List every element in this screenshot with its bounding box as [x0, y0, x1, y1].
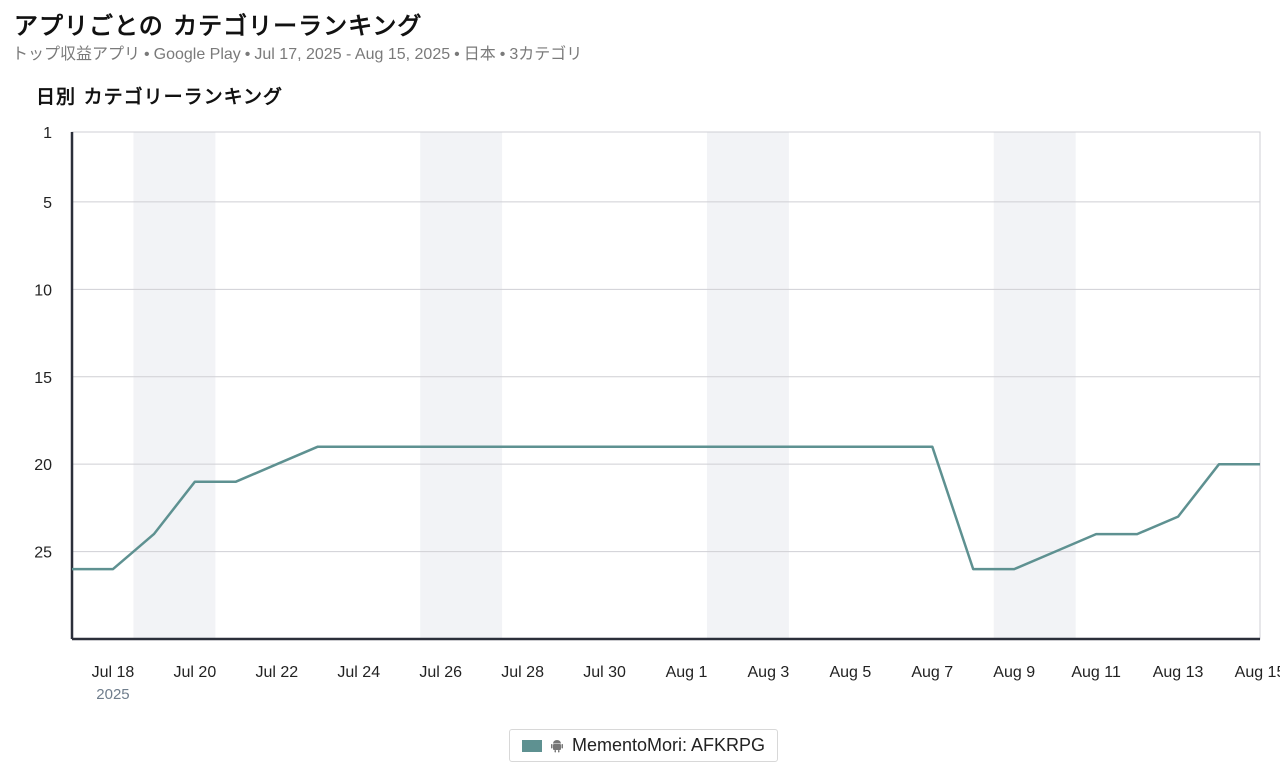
series-line: [72, 445, 1260, 571]
x-year-label: 2025: [96, 686, 129, 703]
y-tick-label: 15: [34, 370, 52, 387]
x-tick-label: Aug 13: [1153, 664, 1204, 681]
android-icon: [551, 739, 563, 752]
y-tick-label: 1: [43, 125, 52, 142]
subtitle-category-count: 3カテゴリ: [509, 46, 583, 63]
chart-title: 日別 カテゴリーランキング: [36, 86, 284, 108]
y-tick-label: 10: [34, 282, 52, 299]
page-subtitle: トップ収益アプリ • Google Play • Jul 17, 2025 - Aug …: [12, 46, 583, 63]
subtitle-store: Google Play: [153, 46, 241, 63]
y-tick-label: 25: [34, 545, 52, 562]
x-tick-label: Aug 5: [829, 664, 871, 681]
legend-swatch: [522, 739, 542, 752]
x-tick-label: Aug 7: [911, 664, 953, 681]
x-tick-label: Jul 18: [92, 664, 135, 681]
x-tick-label: Jul 20: [174, 664, 217, 681]
weekend-band: [706, 132, 789, 639]
weekend-band: [420, 132, 503, 639]
legend-series-label: MementoMori: AFKRPG: [572, 735, 766, 755]
x-tick-label: Aug 11: [1071, 664, 1121, 681]
subtitle-country: 日本: [463, 46, 496, 63]
x-tick-label: Jul 24: [337, 664, 380, 681]
page-title: アプリごとの カテゴリーランキング: [14, 12, 423, 40]
y-tick-label: 5: [43, 195, 52, 212]
x-tick-label: Jul 30: [583, 664, 626, 681]
subtitle-date-range: Jul 17, 2025 - Aug 15, 2025: [254, 46, 451, 63]
x-tick-label: Jul 22: [255, 664, 298, 681]
x-tick-label: Jul 28: [501, 664, 544, 681]
x-tick-label: Aug 3: [748, 664, 790, 681]
plot-frame: [71, 131, 1261, 640]
x-tick-label: Aug 15: [1235, 664, 1280, 681]
x-tick-label: Aug 1: [666, 664, 708, 681]
y-tick-label: 20: [34, 457, 52, 474]
x-tick-label: Jul 26: [419, 664, 462, 681]
x-tick-label: Aug 9: [993, 664, 1035, 681]
subtitle-chart-type: トップ収益アプリ: [12, 46, 141, 63]
chart-legend[interactable]: MementoMori: AFKRPG: [509, 729, 779, 762]
weekend-band: [133, 132, 216, 639]
weekend-band: [993, 132, 1076, 639]
